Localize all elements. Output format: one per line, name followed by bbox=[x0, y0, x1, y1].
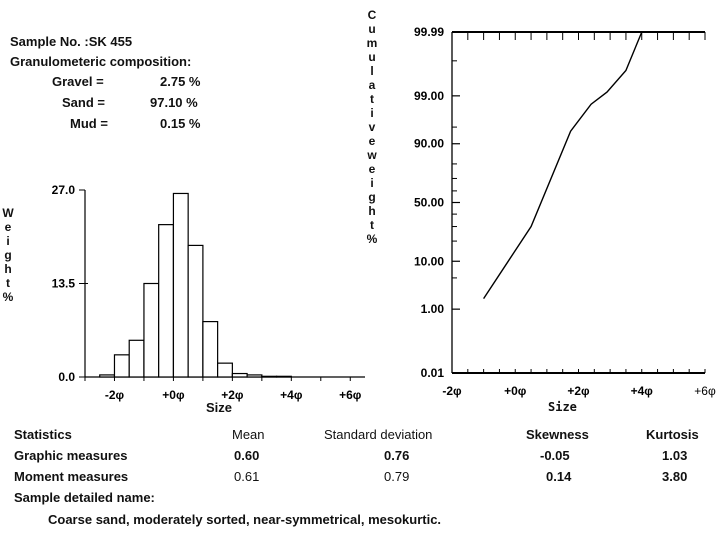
gravel-label: Gravel = bbox=[52, 74, 104, 89]
histogram-x-tick-label: +2φ bbox=[221, 388, 244, 402]
graphic-skewness: -0.05 bbox=[540, 448, 570, 463]
stats-header-skewness: Skewness bbox=[526, 427, 589, 442]
mud-value: 0.15 % bbox=[160, 116, 201, 131]
sand-value: 97.10 % bbox=[150, 95, 198, 110]
detail-name-text: Coarse sand, moderately sorted, near-sym… bbox=[48, 512, 442, 527]
histogram-x-tick-label: -2φ bbox=[105, 388, 125, 402]
cumulative-y-tick-label: 50.00 bbox=[414, 196, 444, 210]
stats-header-label: Statistics bbox=[14, 427, 72, 442]
histogram-xlabel: Size bbox=[206, 400, 233, 415]
histogram-bar bbox=[275, 375, 292, 378]
cumulative-y-tick-label: 90.00 bbox=[414, 137, 444, 151]
mud-label: Mud = bbox=[70, 116, 108, 131]
graphic-measures-label: Graphic measures bbox=[14, 448, 128, 463]
histogram-bar bbox=[217, 362, 233, 378]
graphic-sd: 0.76 bbox=[384, 448, 410, 463]
cumulative-x-tick-label: +4φ bbox=[631, 384, 654, 398]
moment-skewness: 0.14 bbox=[546, 469, 572, 484]
cumulative-xlabel: Size bbox=[548, 400, 577, 414]
stats-header-kurtosis: Kurtosis bbox=[646, 427, 699, 442]
histogram-y-tick-label: 0.0 bbox=[58, 370, 75, 384]
histogram-bar bbox=[261, 375, 278, 378]
histogram-x-tick-label: +6φ bbox=[339, 388, 362, 402]
stats-header-sd: Standard deviation bbox=[324, 427, 433, 442]
histogram-y-tick-label: 13.5 bbox=[52, 277, 76, 291]
cumulative-y-tick-label: 99.99 bbox=[414, 25, 444, 39]
histogram-bar bbox=[202, 320, 219, 378]
cumulative-x-tick-label: +6φ bbox=[694, 384, 716, 398]
cumulative-y-tick-label: 10.00 bbox=[414, 254, 444, 268]
detail-name-label: Sample detailed name: bbox=[14, 490, 155, 505]
moment-kurtosis: 3.80 bbox=[662, 469, 688, 484]
cumulative-curve bbox=[483, 31, 643, 299]
histogram-bar bbox=[246, 374, 263, 378]
cumulative-x-tick-label: +0φ bbox=[504, 384, 527, 398]
histogram-bar bbox=[143, 282, 160, 378]
moment-measures-label: Moment measures bbox=[14, 469, 129, 484]
cumulative-x-tick-label: -2φ bbox=[442, 384, 462, 398]
histogram-bar bbox=[128, 339, 145, 378]
granulometric-heading: Granulometeric composition: bbox=[10, 54, 192, 69]
histogram-x-tick-label: +0φ bbox=[162, 388, 185, 402]
moment-sd: 0.79 bbox=[384, 469, 410, 484]
histogram-bar bbox=[172, 192, 189, 378]
sample-number: Sample No. :SK 455 bbox=[10, 34, 133, 49]
cumulative-y-tick-label: 99.00 bbox=[414, 89, 444, 103]
histogram-bar bbox=[187, 244, 204, 378]
gravel-value: 2.75 % bbox=[160, 74, 201, 89]
histogram-y-tick-label: 27.0 bbox=[52, 183, 76, 197]
histogram-bar bbox=[158, 224, 175, 378]
histogram-bar bbox=[113, 354, 130, 378]
cumulative-y-tick-label: 1.00 bbox=[421, 302, 445, 316]
histogram-bar bbox=[99, 374, 116, 378]
moment-mean: 0.61 bbox=[234, 469, 260, 484]
histogram-bar bbox=[231, 372, 248, 378]
graphic-mean: 0.60 bbox=[234, 448, 260, 463]
cumulative-x-tick-label: +2φ bbox=[567, 384, 590, 398]
stats-header-mean: Mean bbox=[232, 427, 265, 442]
graphic-kurtosis: 1.03 bbox=[662, 448, 688, 463]
histogram-x-tick-label: +4φ bbox=[280, 388, 303, 402]
sand-label: Sand = bbox=[62, 95, 105, 110]
cumulative-y-tick-label: 0.01 bbox=[421, 366, 445, 380]
